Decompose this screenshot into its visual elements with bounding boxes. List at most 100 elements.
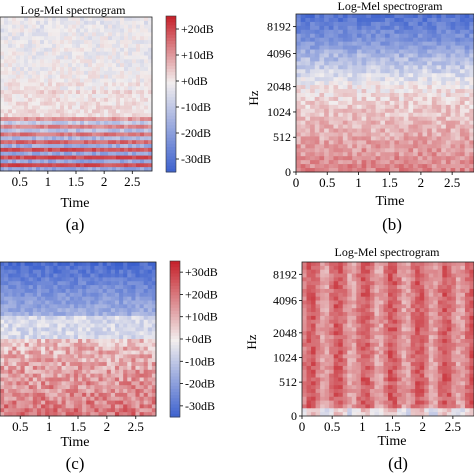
heatmap-cell [110,312,116,317]
heatmap-cell [385,112,391,118]
heatmap-cell [419,269,425,274]
heatmap-cell [361,89,367,94]
heatmap-cell [8,296,13,301]
heatmap-cell [338,89,344,94]
heatmap-cell [28,70,33,76]
colorbar-swatch [170,398,180,402]
heatmap-cell [20,78,25,83]
heatmap-cell [310,116,316,122]
heatmap-cell [16,296,21,301]
heatmap-cell [40,51,45,56]
heatmap-cell [329,273,335,278]
heatmap-cell [147,404,153,409]
heatmap-cell [131,304,136,309]
heatmap-cell [380,41,386,46]
heatmap-cell [53,315,58,321]
heatmap-cell [86,385,91,390]
heatmap-cell [36,323,42,328]
heatmap-cell [140,78,145,83]
heatmap-cell [4,28,9,33]
heatmap-cell [94,369,99,375]
colorbar-swatch [170,317,180,321]
heatmap-cell [94,312,99,317]
heatmap-cell [132,147,137,153]
heatmap-cell [52,36,57,41]
heatmap-cell [86,304,91,309]
heatmap-cell [12,296,17,301]
heatmap-cell [102,265,108,271]
heatmap-cell [20,315,26,321]
heatmap-cell [61,354,67,359]
heatmap-cell [65,312,71,317]
heatmap-cell [342,33,348,39]
heatmap-cell [319,116,325,122]
heatmap-cell [431,53,437,58]
heatmap-cell [56,74,61,79]
heatmap-cell [356,168,362,173]
heatmap-cell [446,277,452,282]
heatmap-cell [60,43,65,49]
heatmap-cell [86,389,91,394]
heatmap-cell [300,140,306,145]
heatmap-cell [73,385,79,390]
heatmap-cell [98,365,104,371]
heatmap-cell [375,29,381,35]
heatmap-cell [131,389,136,394]
heatmap-cell [106,269,112,274]
heatmap-cell [296,33,302,39]
heatmap-cell [28,43,33,49]
heatmap-cell [314,53,320,58]
heatmap-cell [84,67,89,72]
heatmap-cell [389,120,395,125]
heatmap-cell [333,132,339,137]
heatmap-cell [48,167,53,172]
heatmap-cell [408,112,414,118]
heatmap-cell [413,25,419,31]
heatmap-cell [0,385,5,390]
heatmap-cell [380,136,386,141]
heatmap-cell [427,124,433,129]
heatmap-cell [464,168,470,173]
heatmap-cell [403,65,409,70]
heatmap-cell [127,381,132,386]
heatmap-cell [310,140,316,145]
heatmap-cell [84,20,89,26]
heatmap-cell [119,339,124,344]
heatmap-cell [151,369,157,375]
heatmap-cell [112,128,117,133]
heatmap-cell [143,392,149,398]
heatmap-cell [4,132,9,137]
heatmap-cell [417,57,423,62]
heatmap-cell [32,159,37,164]
heatmap-cell [136,82,141,87]
heatmap-cell [399,57,405,62]
heatmap-cell [380,124,386,129]
heatmap-cell [375,96,381,102]
heatmap-cell [114,365,120,371]
heatmap-cell [143,373,149,378]
heatmap-cell [20,369,26,375]
heatmap-cell [60,55,65,60]
heatmap-cell [338,160,344,165]
heatmap-cell [347,156,353,161]
heatmap-cell [361,49,367,54]
heatmap-cell [120,140,125,145]
heatmap-cell [455,37,461,43]
heatmap-cell [108,59,113,64]
heatmap-cell [305,77,311,82]
heatmap-cell [333,104,339,110]
heatmap-cell [90,354,95,359]
heatmap-cell [450,14,456,19]
heatmap-cell [56,43,61,49]
heatmap-cell [147,296,153,301]
heatmap-cell [380,156,386,161]
heatmap-cell [342,136,348,141]
heatmap-cell [57,323,62,328]
heatmap-cell [302,269,307,274]
heatmap-cell [151,389,157,394]
heatmap-cell [12,159,17,164]
heatmap-cell [408,168,414,173]
heatmap-cell [445,140,451,145]
heatmap-cell [436,124,442,129]
heatmap-cell [112,105,117,110]
